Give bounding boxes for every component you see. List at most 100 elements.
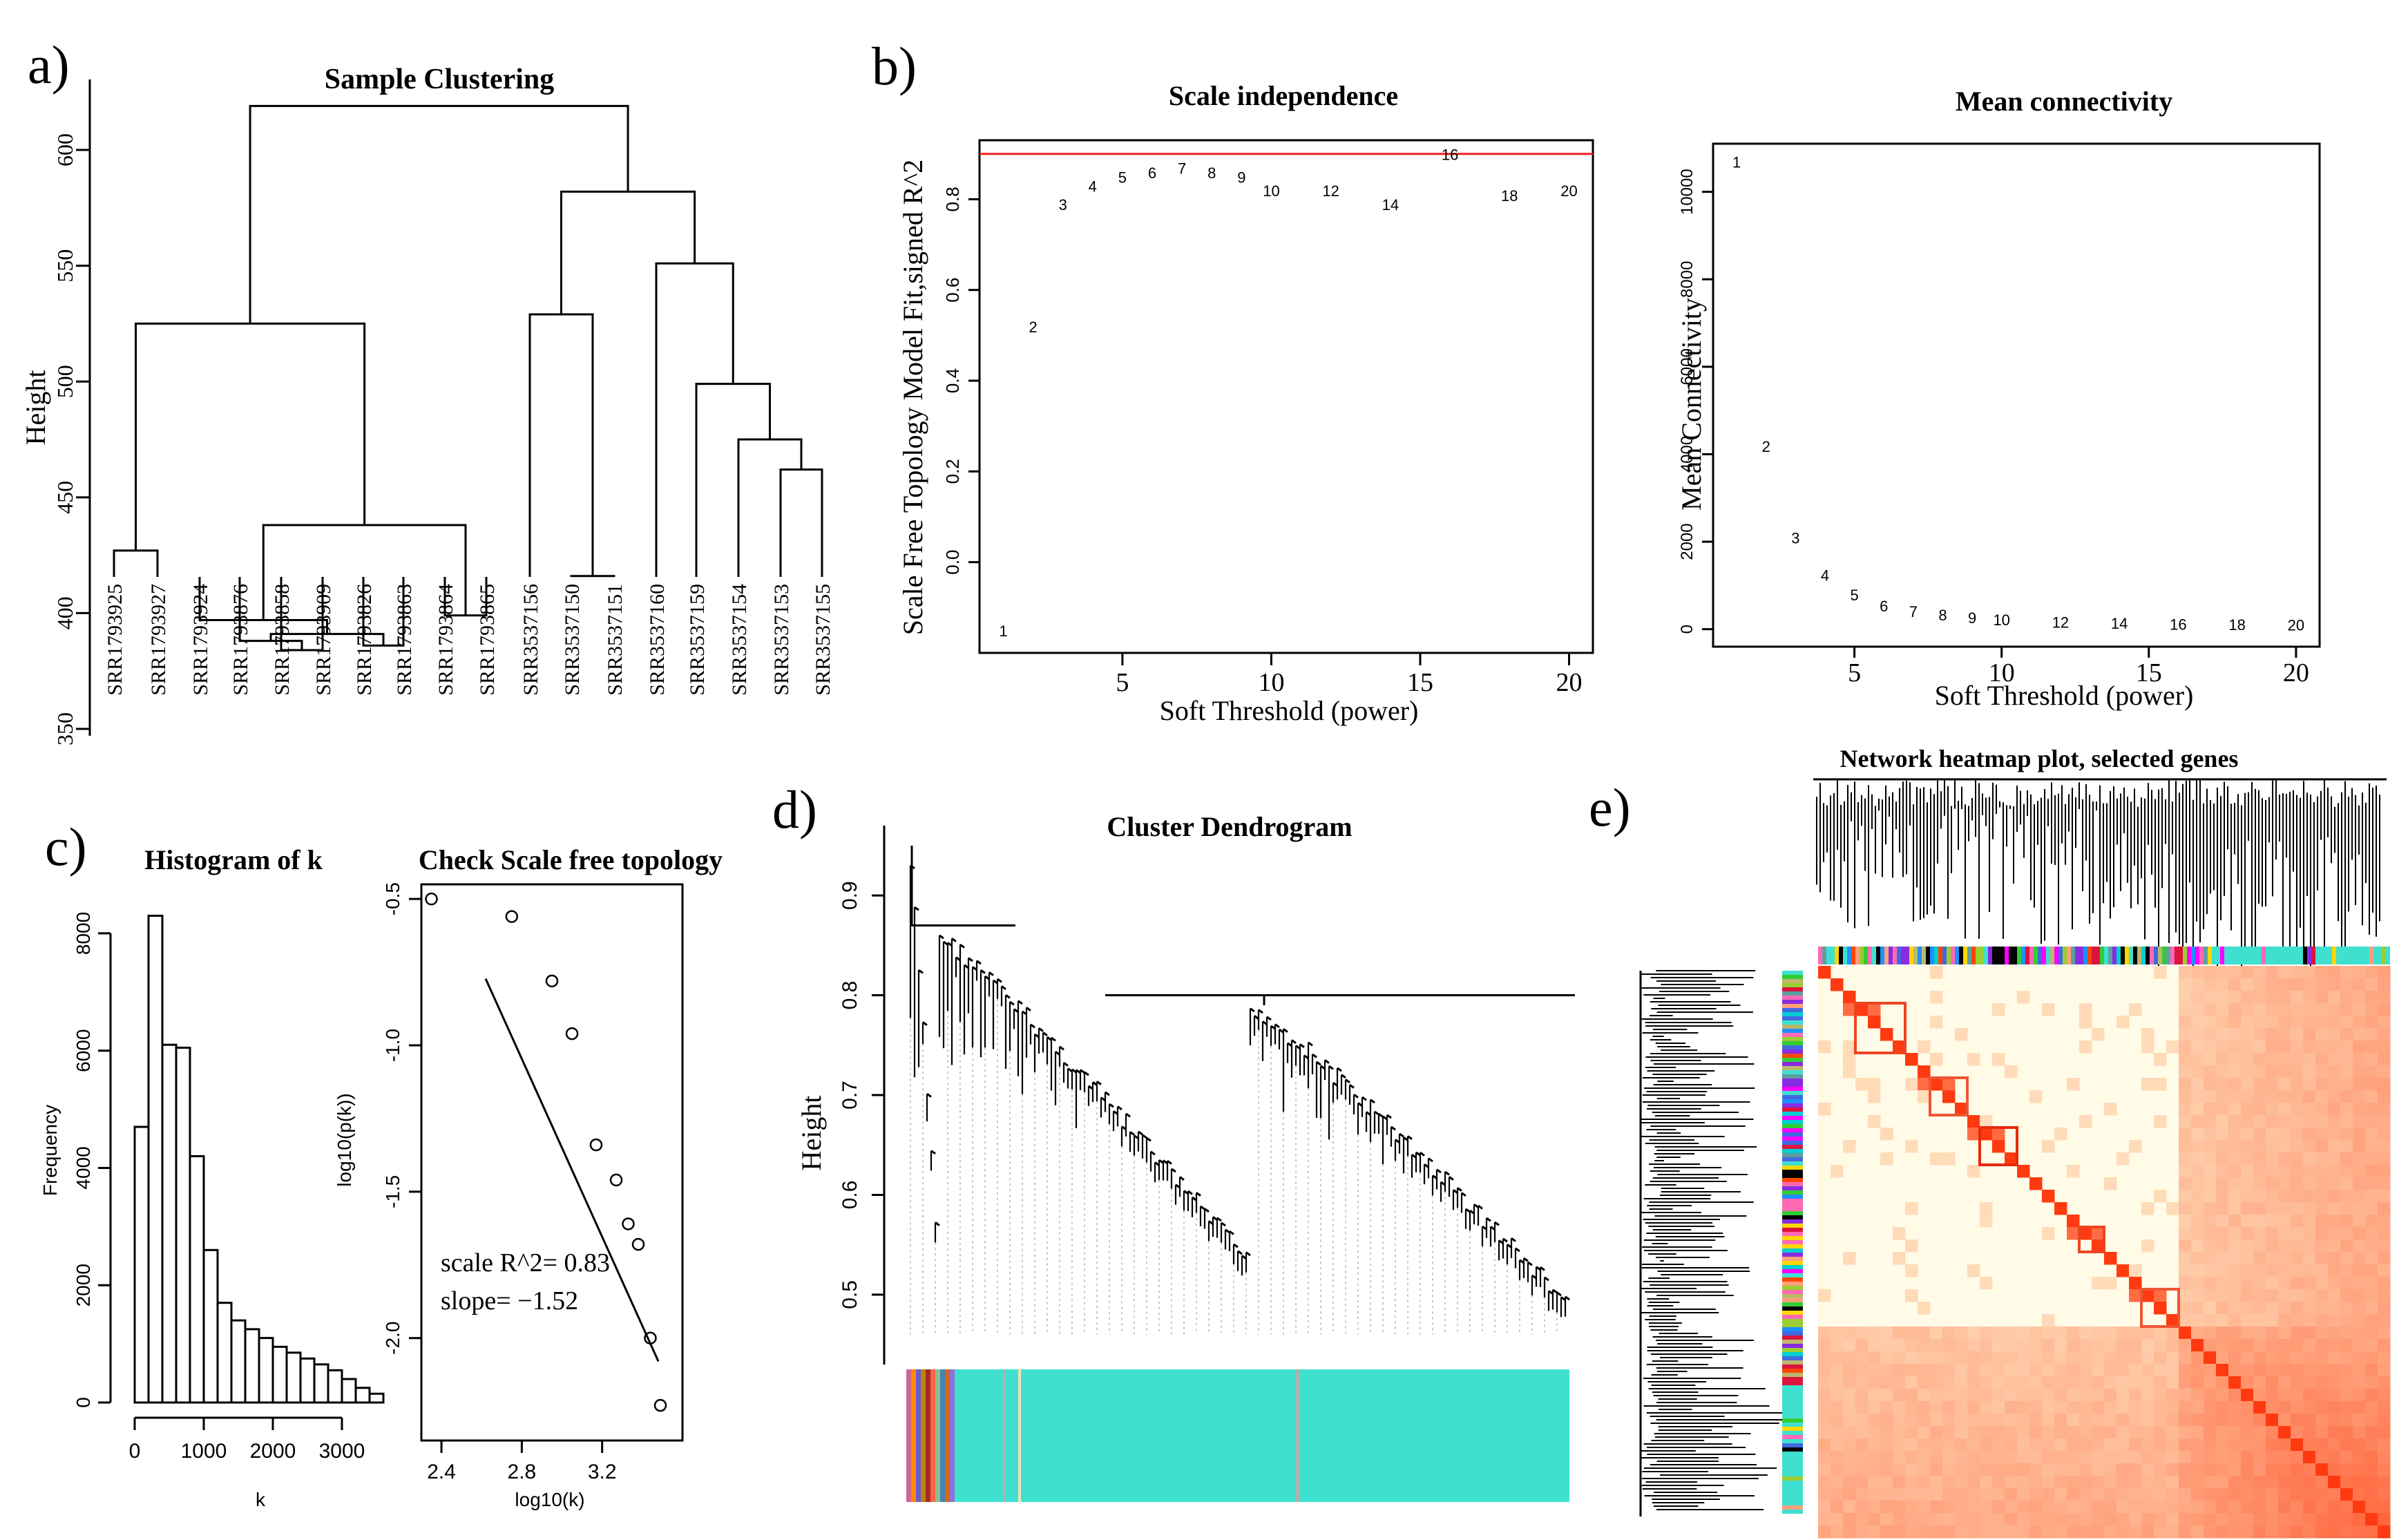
dendrogram-branch	[1204, 1208, 1210, 1213]
heatmap-cell	[2216, 1476, 2229, 1489]
heatmap-cell	[1942, 1351, 1956, 1365]
top-band-cell	[2137, 947, 2141, 964]
heatmap-cell	[2353, 1401, 2366, 1414]
heatmap-cell	[2204, 1040, 2217, 1054]
heatmap-cell	[2241, 1451, 2254, 1464]
heatmap-cell	[1930, 1438, 1943, 1452]
heatmap-cell	[1930, 1463, 1943, 1476]
heatmap-cell	[2278, 1215, 2291, 1228]
heatmap-cell	[2278, 1140, 2291, 1153]
heatmap-cell	[1855, 1389, 1869, 1402]
histogram-bar	[341, 1378, 357, 1404]
heatmap-cell	[1967, 1488, 1980, 1501]
heatmap-cell	[2266, 1190, 2279, 1203]
heatmap-cell	[2179, 1028, 2192, 1041]
heatmap-cell	[1967, 1376, 1980, 1389]
left-band-cell	[1782, 1464, 1803, 1468]
heatmap-cell	[2241, 1426, 2254, 1439]
heatmap-cell	[2092, 1376, 2105, 1389]
heatmap-cell	[2079, 1451, 2092, 1464]
heatmap-cell	[2291, 1414, 2304, 1427]
top-band-cell	[2034, 947, 2038, 964]
y-tick-label: 4000	[73, 1146, 94, 1189]
heatmap-cell	[2303, 1078, 2316, 1091]
scale-independence-title: Scale independence	[1169, 80, 1398, 111]
left-band-cell	[1782, 1257, 1803, 1261]
heatmap-cell	[2129, 1488, 2142, 1501]
heatmap-cell	[2191, 1239, 2204, 1253]
heatmap-cell	[1868, 1364, 1881, 1377]
heatmap-cell	[2378, 1239, 2391, 1253]
heatmap-cell	[2166, 1339, 2179, 1352]
dendrogram-branch	[1527, 1261, 1533, 1266]
heatmap-cell	[1980, 1488, 1993, 1501]
heatmap-cell	[2315, 1065, 2329, 1078]
dendrogram-branch	[1051, 1036, 1056, 1042]
heatmap-cell	[2079, 1351, 2092, 1365]
heatmap-cell	[2253, 1289, 2266, 1302]
heatmap-cell	[2017, 1327, 2030, 1340]
left-band-cell	[1782, 1389, 1803, 1394]
top-band-cell	[1843, 947, 1847, 964]
heatmap-cell	[2067, 1488, 2080, 1501]
heatmap-cell	[1980, 1401, 1993, 1414]
heatmap-cell	[2365, 1028, 2378, 1041]
heatmap-cell	[1868, 1003, 1881, 1016]
heatmap-cell	[2291, 1525, 2304, 1539]
dendrogram-branch	[926, 1092, 932, 1098]
heatmap-cell	[1930, 1488, 1943, 1501]
heatmap-cell	[2179, 978, 2192, 991]
y-tick-label: 0.9	[839, 881, 861, 910]
heatmap-cell	[2005, 1451, 2018, 1464]
heatmap-cell	[2104, 1513, 2117, 1526]
top-band-cell	[2233, 947, 2237, 964]
heatmap-cell	[2191, 978, 2204, 991]
heatmap-cell	[2291, 1103, 2304, 1116]
heatmap-cell	[2303, 1389, 2316, 1402]
top-band-cell	[1955, 947, 1959, 964]
heatmap-cell	[2328, 978, 2341, 991]
heatmap-cell	[2291, 1115, 2304, 1128]
left-band-cell	[1782, 1004, 1803, 1008]
y-tick-label: 0.5	[839, 1280, 861, 1309]
heatmap-cell	[2204, 1289, 2217, 1302]
heatmap-cell	[2141, 1239, 2154, 1253]
left-band-cell	[1782, 1273, 1803, 1277]
top-band-cell	[2025, 947, 2029, 964]
heatmap-cell	[2079, 1488, 2092, 1501]
top-band-cell	[2286, 947, 2291, 964]
heatmap-cell	[2315, 1028, 2329, 1041]
heatmap-cell	[2017, 1401, 2030, 1414]
heatmap-cell	[2266, 1513, 2279, 1526]
heatmap-cell	[2266, 991, 2279, 1004]
top-band-cell	[2133, 947, 2137, 964]
left-band-cell	[1782, 1505, 1803, 1510]
heatmap-cell	[2266, 1003, 2279, 1016]
heatmap-cell	[2328, 1078, 2341, 1091]
heatmap-cell	[2191, 1215, 2204, 1228]
heatmap-cell	[2328, 1302, 2341, 1315]
left-band-cell	[1782, 1319, 1803, 1323]
heatmap-cell	[2141, 1476, 2154, 1489]
module-band-turquoise	[906, 1369, 1569, 1502]
heatmap-cell	[2191, 1003, 2204, 1016]
heatmap-cell	[1831, 978, 1844, 991]
dendrogram-branch	[1171, 1168, 1176, 1173]
heatmap-cell	[2054, 1451, 2067, 1464]
top-band-cell	[1930, 947, 1934, 964]
heatmap-cell	[2166, 1401, 2179, 1414]
top-band-cell	[2282, 947, 2286, 964]
point-label: 12	[1322, 182, 1339, 200]
y-tick-label: 400	[52, 596, 77, 629]
heatmap-cell	[1992, 1426, 2005, 1439]
point-label: 7	[1178, 160, 1186, 177]
heatmap-cell	[1831, 1339, 1844, 1352]
heatmap-cell	[1843, 1140, 1856, 1153]
heatmap-cell	[2315, 1401, 2329, 1414]
heatmap-cell	[2029, 1451, 2043, 1464]
heatmap-cell	[2278, 1152, 2291, 1166]
heatmap-cell	[2179, 1401, 2192, 1414]
heatmap-cell	[2365, 1289, 2378, 1302]
heatmap-cell	[2216, 1202, 2229, 1215]
heatmap-cell	[1880, 1525, 1893, 1539]
